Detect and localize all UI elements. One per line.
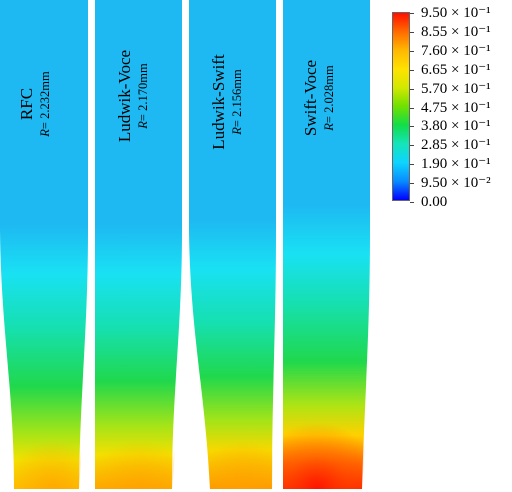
- legend-tick: [410, 31, 414, 33]
- specimen-radius: R= 2.170mm: [136, 63, 150, 129]
- legend-label: 5.70 × 10⁻¹: [421, 80, 491, 97]
- legend-label: 1.90 × 10⁻¹: [421, 156, 491, 173]
- specimen-ludwik-voce-contour: [95, 0, 182, 489]
- legend-tick: [410, 50, 414, 52]
- specimen-label-ludwik-swift: Ludwik-Swift R= 2.156mm: [208, 2, 264, 202]
- specimen-name: RFC: [17, 87, 36, 121]
- specimen-radius: R= 2.028mm: [322, 65, 336, 131]
- specimen-name: Ludwik-Swift: [209, 54, 228, 150]
- specimen-label-rfc: RFC R= 2.232mm: [16, 4, 72, 204]
- legend-tick: [410, 69, 414, 71]
- legend-tick: [410, 126, 414, 128]
- legend-label: 3.80 × 10⁻¹: [421, 118, 491, 135]
- specimen-swift-voce-hotspot: [283, 400, 368, 489]
- legend-label: 6.65 × 10⁻¹: [421, 61, 491, 78]
- specimen-label-ludwik-voce: Ludwik-Voce R= 2.170mm: [114, 0, 170, 196]
- legend-label: 0.00: [421, 194, 448, 210]
- specimen-rfc-hotspot: [14, 420, 84, 489]
- specimen-name: Swift-Voce: [301, 59, 320, 137]
- specimen-name: Ludwik-Voce: [115, 49, 134, 143]
- legend-tick: [410, 88, 414, 90]
- specimen-swift-voce-contour: [283, 0, 370, 489]
- specimen-radius: R= 2.156mm: [230, 69, 244, 135]
- specimen-ludwik-swift-hotspot: [205, 420, 274, 489]
- specimen-rfc-contour: [0, 0, 88, 489]
- legend-label: 9.50 × 10⁻¹: [421, 5, 491, 21]
- legend-label: 7.60 × 10⁻¹: [421, 42, 491, 59]
- legend-label: 2.85 × 10⁻¹: [421, 137, 491, 154]
- legend-tick: [410, 107, 414, 109]
- specimen-ludwik-swift-contour: [189, 0, 276, 489]
- legend-tick: [410, 164, 414, 166]
- legend-tick: [410, 202, 414, 203]
- legend-label: 9.50 × 10⁻²: [421, 175, 491, 192]
- specimen-ludwik-voce-hotspot: [95, 420, 178, 489]
- legend-label: 4.75 × 10⁻¹: [421, 99, 491, 116]
- legend-tick: [410, 145, 414, 147]
- legend-label: 8.55 × 10⁻¹: [421, 23, 491, 40]
- legend-color-bar: [392, 12, 410, 201]
- specimen-radius: R= 2.232mm: [38, 71, 52, 137]
- legend-tick: [410, 13, 414, 14]
- legend-tick: [410, 183, 414, 185]
- specimen-label-swift-voce: Swift-Voce R= 2.028mm: [300, 0, 356, 198]
